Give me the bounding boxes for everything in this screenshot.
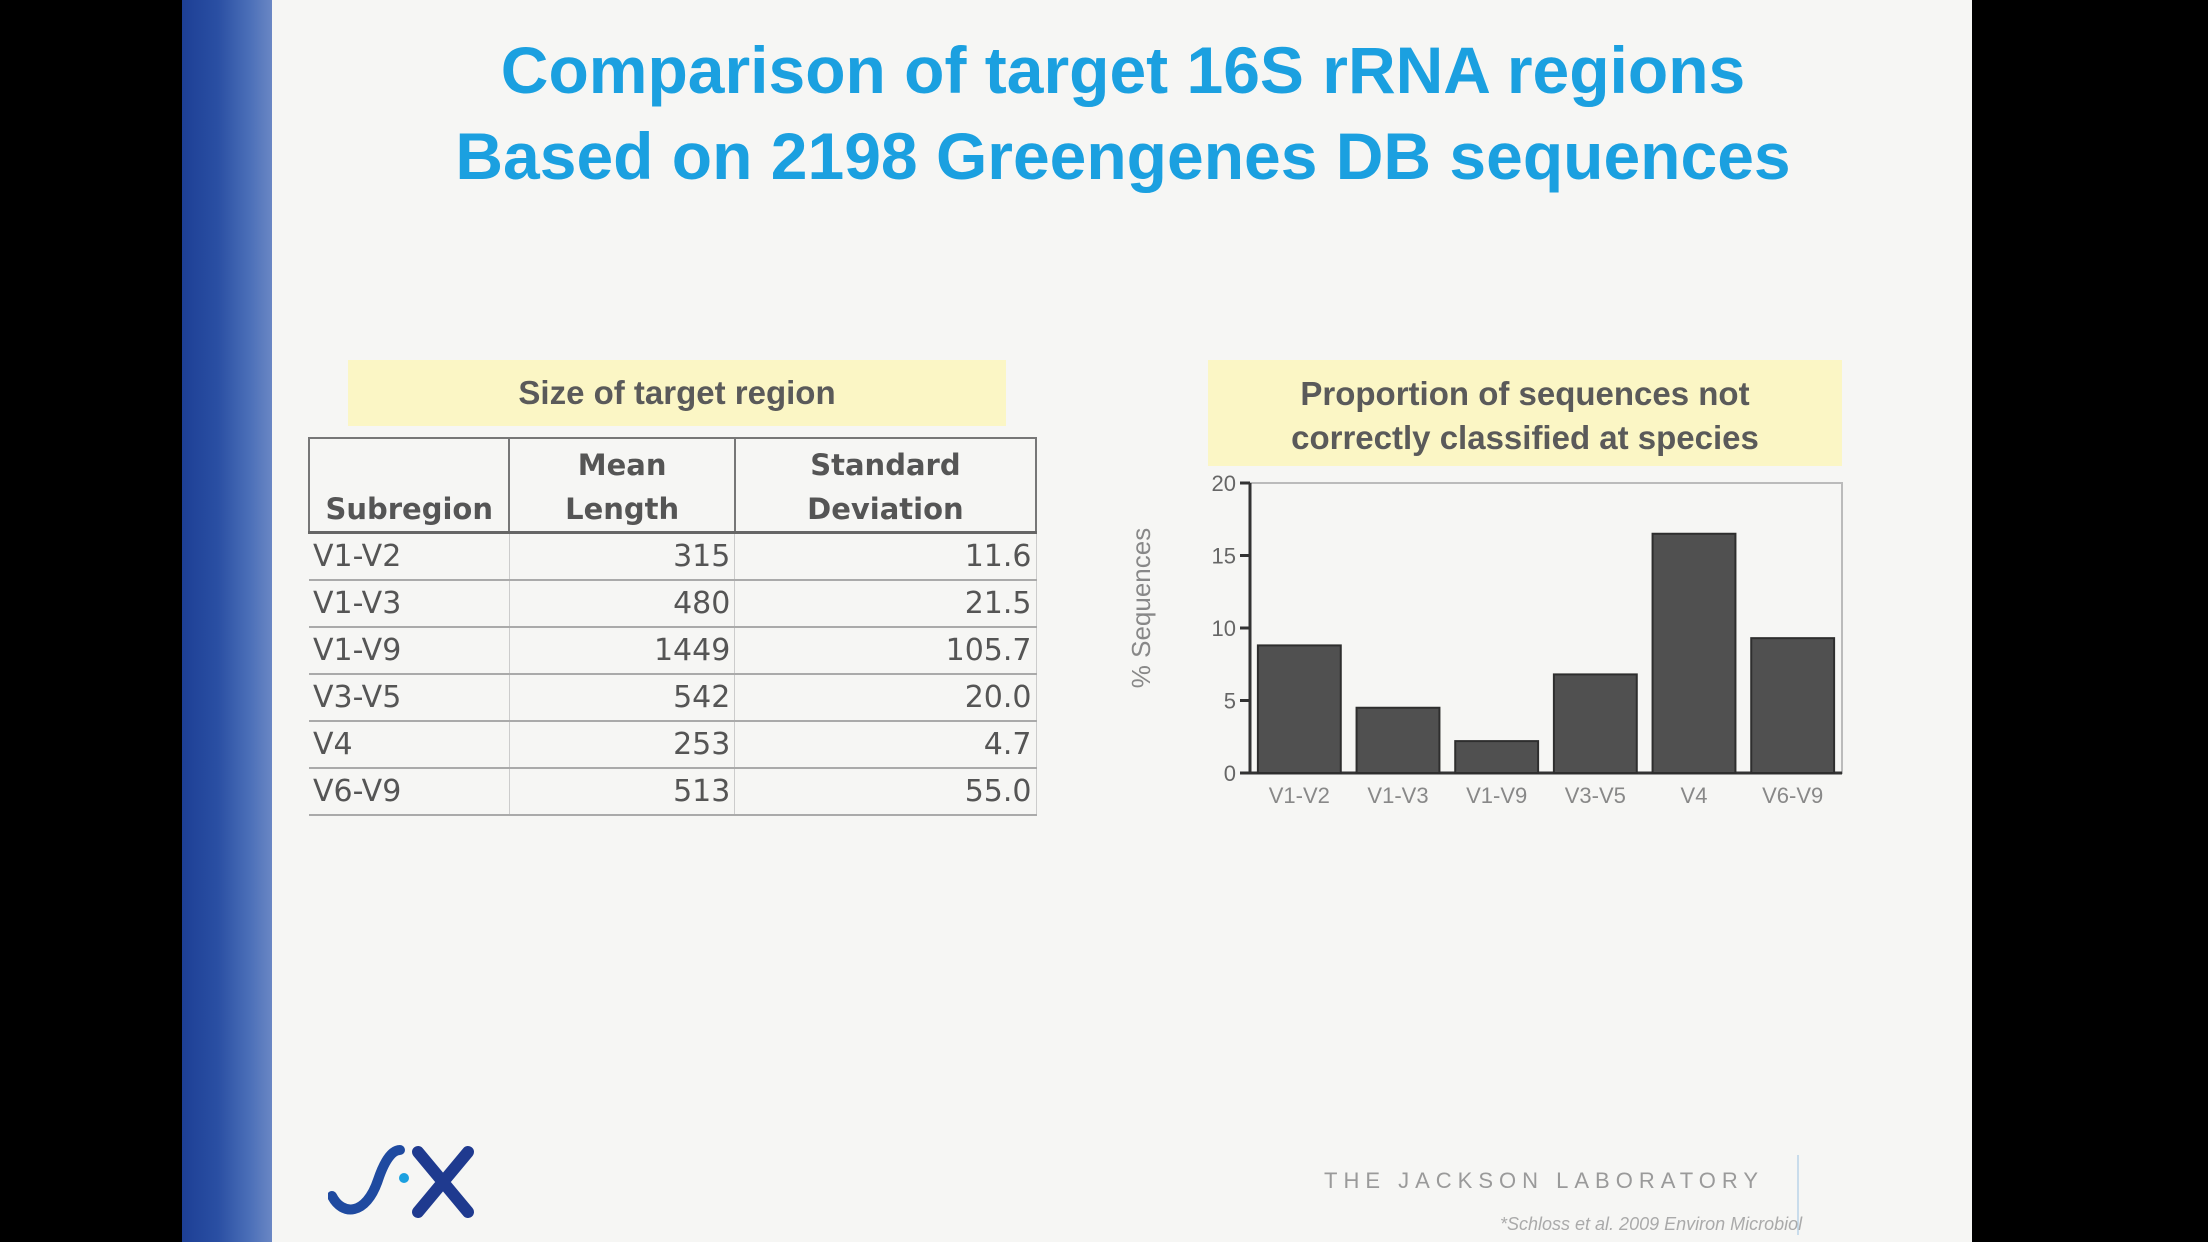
cell-mean: 253 [509, 721, 736, 769]
cell-subregion: V1-V9 [309, 627, 510, 675]
footer-divider [1797, 1155, 1799, 1235]
bar [1256, 644, 1342, 775]
x-tick-label: V1-V9 [1466, 783, 1527, 808]
table-row: V6-V9 513 55.0 [309, 768, 1037, 816]
table-row: V1-V2 315 11.6 [309, 532, 1037, 581]
bar [1552, 673, 1638, 775]
bar [1750, 637, 1836, 775]
y-axis-label: % Sequences [1126, 528, 1156, 688]
cell-mean: 513 [509, 768, 736, 816]
table-row: V1-V3 480 21.5 [309, 580, 1037, 628]
header-subregion: Subregion [307, 437, 511, 534]
cell-sd: 4.7 [734, 721, 1037, 769]
cell-sd: 11.6 [734, 532, 1037, 581]
y-tick-label: 20 [1212, 471, 1236, 496]
cell-sd: 21.5 [734, 580, 1037, 628]
x-tick-label: V4 [1681, 783, 1708, 808]
slide-title-line-2: Based on 2198 Greengenes DB sequences [455, 119, 1791, 193]
slide-side-band [182, 0, 272, 1242]
jax-logo-icon [328, 1145, 474, 1218]
chart-heading-line-1: Proportion of sequences not [1300, 375, 1750, 412]
y-tick-label: 0 [1224, 761, 1236, 786]
x-tick-label: V1-V3 [1367, 783, 1428, 808]
table-row: V4 253 4.7 [309, 721, 1037, 769]
bar [1454, 740, 1540, 774]
cell-subregion: V1-V2 [309, 532, 510, 581]
y-tick-label: 5 [1224, 689, 1236, 714]
x-tick-label: V1-V2 [1269, 783, 1330, 808]
cell-sd: 105.7 [734, 627, 1037, 675]
footer-citation: *Schloss et al. 2009 Environ Microbiol [1500, 1214, 1803, 1234]
bar [1651, 532, 1737, 774]
y-tick-label: 15 [1212, 544, 1236, 569]
y-tick-label: 10 [1212, 616, 1236, 641]
chart-heading: Proportion of sequences not correctly cl… [1208, 360, 1842, 466]
cell-subregion: V3-V5 [309, 674, 510, 722]
cell-subregion: V4 [309, 721, 510, 769]
cell-mean: 315 [509, 532, 736, 581]
cell-subregion: V6-V9 [309, 768, 510, 816]
table-header-row: Subregion Mean Length Standard Deviation [307, 437, 1038, 534]
slide-title-line-1: Comparison of target 16S rRNA regions [500, 33, 1746, 107]
footer-organization: THE JACKSON LABORATORY [1324, 1168, 1765, 1193]
header-standard-deviation: Standard Deviation [733, 437, 1038, 534]
chart-heading-line-2: correctly classified at species [1291, 419, 1759, 456]
table-heading: Size of target region [348, 360, 1006, 426]
cell-mean: 1449 [509, 627, 736, 675]
table-row: V1-V9 1449 105.7 [309, 627, 1037, 675]
x-tick-label: V3-V5 [1565, 783, 1626, 808]
bar [1355, 706, 1441, 774]
cell-sd: 55.0 [734, 768, 1037, 816]
header-mean-length: Mean Length [508, 437, 736, 534]
cell-mean: 542 [509, 674, 736, 722]
cell-subregion: V1-V3 [309, 580, 510, 628]
slide: Comparison of target 16S rRNA regions Ba… [182, 0, 1972, 1242]
table-row: V3-V5 542 20.0 [309, 674, 1037, 722]
cell-mean: 480 [509, 580, 736, 628]
target-region-table: Subregion Mean Length Standard Deviation V… [307, 437, 1038, 816]
cell-sd: 20.0 [734, 674, 1037, 722]
x-tick-label: V6-V9 [1762, 783, 1823, 808]
bar-chart: 0 5 10 15 20 V1-V2 V1-V3 V1-V9 V3-V5 V4 V6-V9 % Seq… [1126, 471, 1843, 808]
